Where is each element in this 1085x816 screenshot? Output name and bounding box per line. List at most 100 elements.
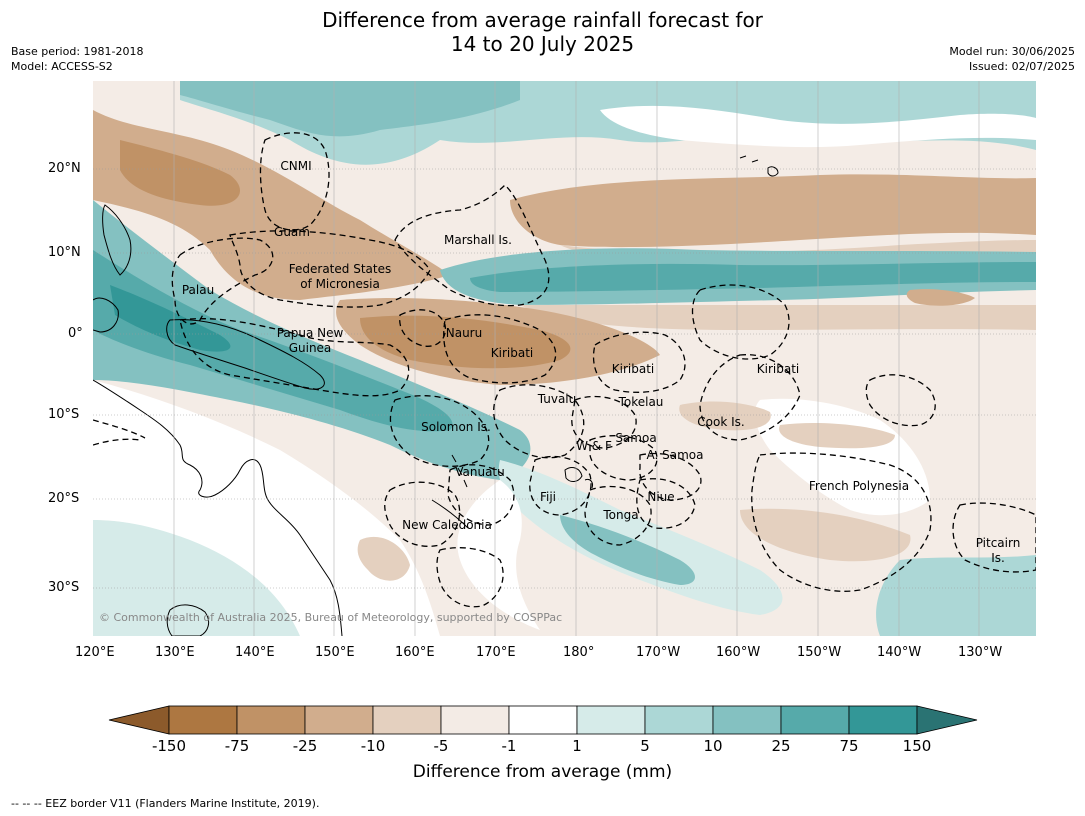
label-palau: Palau [182, 283, 214, 297]
dry-patch-cook-islands [679, 401, 771, 431]
wet-anomaly-southwest-core [560, 515, 695, 585]
colorbar-swatch [508, 705, 578, 735]
colorbar-label: 150 [902, 737, 932, 755]
wet-anomaly-maritime-core [93, 250, 453, 432]
label-pitcairn-line1: Pitcairn [976, 536, 1021, 550]
lon-label-170e: 170°E [476, 645, 516, 660]
label-png-line2: Guinea [289, 341, 332, 355]
colorbar-label: -5 [433, 737, 449, 755]
lat-label-30s: 30°S [48, 580, 80, 595]
lon-label-130e: 130°E [155, 645, 195, 660]
vanuatu-islands [451, 454, 468, 488]
label-tuvalu: Tuvalu [537, 392, 577, 406]
dry-patch-south [740, 508, 911, 562]
colorbar-label: 25 [771, 737, 791, 755]
colorbar-label: 75 [839, 737, 859, 755]
label-kiribati-east: Kiribati [757, 362, 799, 376]
label-nauru: Nauru [446, 326, 482, 340]
colorbar-extend-high [916, 705, 978, 735]
lon-label-180: 180° [563, 645, 595, 660]
lon-label-150w: 150°W [797, 645, 842, 660]
lat-label-10s: 10°S [48, 407, 80, 422]
rainfall-anomaly-map: CNMI Guam Marshall Is. Federated States … [93, 81, 1036, 636]
dry-anomaly-north-band [510, 174, 1036, 248]
dry-patch-new-caledonia [357, 536, 410, 581]
label-pitcairn-line2: Is. [991, 551, 1005, 565]
label-new-caledonia: New Caledonia [402, 518, 492, 532]
label-french-polynesia: French Polynesia [809, 479, 909, 493]
colorbar-label: -75 [224, 737, 250, 755]
label-fsm-line1: Federated States [289, 262, 391, 276]
label-fsm-line2: of Micronesia [300, 277, 380, 291]
wet-anomaly-north-core [180, 81, 520, 137]
colorbar-swatch [372, 705, 442, 735]
dry-patch-polynesia [779, 423, 895, 449]
graticule [93, 168, 1036, 589]
eez-borders [93, 132, 1036, 608]
colorbar-label: -25 [292, 737, 318, 755]
colorbar-swatch [848, 705, 918, 735]
title-line-2: 14 to 20 July 2025 [450, 32, 635, 56]
borneo-coast [93, 297, 119, 333]
label-wallis-futuna: W & F [576, 439, 612, 453]
australia-coast [93, 379, 343, 636]
lon-label-140w: 140°W [877, 645, 922, 660]
label-fiji: Fiji [540, 490, 556, 504]
colorbar-swatch [576, 705, 646, 735]
lon-label-160e: 160°E [395, 645, 435, 660]
philippines-coast [102, 204, 132, 276]
colorbar-label: -10 [360, 737, 386, 755]
colorbar-label: 10 [703, 737, 723, 755]
colorbar-swatch [780, 705, 850, 735]
lon-label-160w: 160°W [716, 645, 761, 660]
new-caledonia-island [431, 499, 469, 529]
colorbar-swatch [168, 705, 238, 735]
lon-label-170w: 170°W [636, 645, 681, 660]
label-tonga: Tonga [602, 508, 638, 522]
colorbar-swatch [440, 705, 510, 735]
colorbar-label: -1 [501, 737, 517, 755]
colorbar [108, 705, 978, 735]
base-period: Base period: 1981-2018 [11, 45, 144, 58]
label-cook-islands: Cook Is. [697, 415, 744, 429]
colorbar-swatch [236, 705, 306, 735]
lon-label-140e: 140°E [235, 645, 275, 660]
near-normal-central [457, 480, 540, 630]
label-tokelau: Tokelau [618, 395, 664, 409]
label-kiribati-central: Kiribati [612, 362, 654, 376]
dry-anomaly-philippines-core [120, 140, 240, 206]
meridians [173, 81, 980, 636]
lon-label-130w: 130°W [958, 645, 1003, 660]
label-niue: Niue [647, 490, 674, 504]
lat-label-20n: 20°N [48, 161, 81, 176]
issued-date: Issued: 02/07/2025 [968, 60, 1075, 73]
label-marshall-islands: Marshall Is. [444, 233, 512, 247]
label-american-samoa: A. Samoa [647, 448, 704, 462]
colorbar-title: Difference from average (mm) [412, 762, 673, 782]
label-kiribati-west: Kiribati [491, 346, 533, 360]
new-zealand-coast [166, 604, 210, 636]
hawaii-islands [739, 155, 779, 177]
label-guam: Guam [274, 225, 310, 239]
fiji-islands [564, 467, 593, 489]
dry-anomaly-equatorial-pacific [520, 305, 1036, 330]
lat-label-10n: 10°N [48, 245, 81, 260]
label-vanuatu: Vanuatu [455, 465, 505, 479]
colorbar-swatch [644, 705, 714, 735]
wet-anomaly-southwest-pacific [498, 460, 783, 615]
title-line-1: Difference from average rainfall forecas… [322, 8, 763, 32]
lat-label-0: 0° [68, 326, 83, 341]
lat-label-20s: 20°S [48, 491, 80, 506]
dry-patch-pitcairn [906, 289, 975, 306]
wet-anomaly-maritime-deep [110, 285, 231, 352]
label-samoa: Samoa [615, 431, 656, 445]
colorbar-label: -150 [151, 737, 187, 755]
colorbar-extend-low [108, 705, 170, 735]
eez-footnote: -- -- -- EEZ border V11 (Flanders Marine… [11, 797, 320, 810]
colorbar-swatch [304, 705, 374, 735]
colorbar-label: 1 [572, 737, 582, 755]
label-cnmi: CNMI [280, 159, 311, 173]
colorbar-label: 5 [640, 737, 650, 755]
wet-anomaly-southwest-corner [93, 520, 300, 636]
colorbar-swatch [712, 705, 782, 735]
